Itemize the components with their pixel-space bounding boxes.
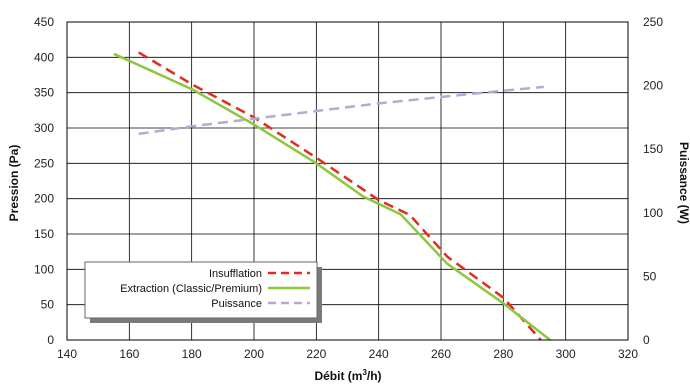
x-axis-title: Débit (m3/h)	[314, 368, 381, 383]
x-tick-label: 180	[182, 347, 202, 361]
y-tick-label: 350	[34, 86, 54, 100]
y-tick-label: 400	[34, 50, 54, 64]
y-tick-label: 200	[34, 192, 54, 206]
y2-tick-label: 150	[643, 142, 663, 156]
x-tick-label: 280	[493, 347, 513, 361]
series-puissance-line	[138, 85, 544, 136]
x-axis-title-main: Débit (m	[314, 369, 362, 383]
series-lines	[113, 51, 551, 341]
y-axis-title: Pression (Pa)	[7, 145, 21, 222]
series-insufflation-line	[138, 51, 542, 341]
legend-box	[84, 261, 318, 319]
x-tick-label: 220	[306, 347, 326, 361]
x-tick-label: 260	[431, 347, 451, 361]
x-tick-label: 200	[244, 347, 264, 361]
x-tick-label: 300	[556, 347, 576, 361]
y-tick-label: 300	[34, 121, 54, 135]
series-extraction-line	[113, 52, 551, 341]
x-tick-label: 160	[119, 347, 139, 361]
y-tick-label: 100	[34, 262, 54, 276]
y-tick-label: 50	[41, 298, 55, 312]
y2-axis-title: Puissance (W)	[677, 142, 690, 224]
y2-tick-label: 250	[643, 15, 663, 29]
legend-label-extraction: Extraction (Classic/Premium)	[120, 283, 262, 295]
y2-tick-label: 100	[643, 206, 663, 220]
y-tick-label: 250	[34, 156, 54, 170]
x-tick-label: 320	[618, 347, 638, 361]
y2-tick-label: 0	[643, 333, 650, 347]
y2-tick-label: 50	[643, 269, 657, 283]
y-tick-label: 450	[34, 15, 54, 29]
plot-frame	[66, 21, 629, 341]
x-axis-title-sup: 3	[362, 368, 367, 377]
legend-label-puissance: Puissance	[211, 298, 262, 310]
y2-tick-label: 200	[643, 79, 663, 93]
legend: Insufflation Extraction (Classic/Premium…	[84, 261, 322, 323]
legend-label-insufflation: Insufflation	[209, 268, 262, 280]
x-tick-label: 140	[57, 347, 77, 361]
tick-labels: 140 160 180 200 220 240 260 280 300 320 0 50 100 150 2…	[34, 15, 663, 361]
y-tick-label: 0	[47, 333, 54, 347]
x-axis-title-end: /h)	[367, 369, 382, 383]
x-tick-label: 240	[369, 347, 389, 361]
y-tick-label: 150	[34, 227, 54, 241]
